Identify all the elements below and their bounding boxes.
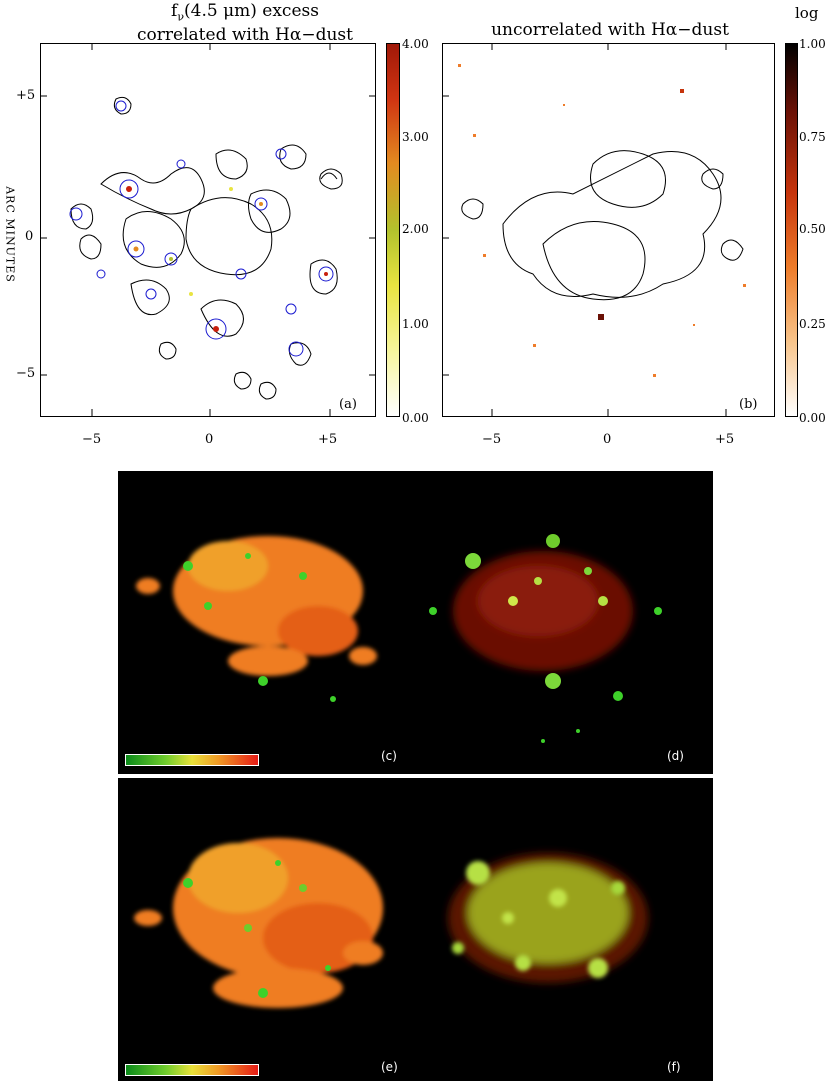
panel-a-title-sub: ν	[177, 10, 184, 24]
label-f: (f)	[667, 1060, 681, 1074]
panel-a-ytick-2: 0	[25, 229, 34, 244]
panel-b-xtick-1: −5	[482, 432, 502, 447]
panel-a-title-line2: correlated with Hα−dust	[137, 25, 353, 46]
panel-a-cb-tick-4: 1.00	[402, 317, 429, 331]
panel-a-colorbar	[386, 43, 400, 417]
panel-b-cb-tick-3: 0.50	[799, 222, 826, 236]
panel-b-title: uncorrelated with Hα−dust	[491, 20, 729, 40]
panel-b-colorbar	[785, 43, 798, 417]
panel-a-xtick-3: +5	[318, 432, 338, 447]
panel-b-xtick-2: 0	[603, 432, 612, 447]
panel-a-ytick-3: −5	[16, 366, 36, 381]
panel-b-cb-tick-4: 0.25	[799, 317, 826, 331]
label-e: (e)	[381, 1060, 398, 1074]
mosaic-bottom: (e) (f)	[118, 778, 713, 1081]
panel-a-ytick-1: +5	[16, 88, 36, 103]
panel-a-xtick-1: −5	[82, 432, 102, 447]
panel-b-plot: (b)	[442, 43, 775, 417]
y-axis-label: ARC MINUTES	[3, 186, 17, 283]
panel-b-cb-tick-2: 0.75	[799, 130, 826, 144]
panel-b-contours: (b)	[443, 44, 757, 416]
panel-a-contours: (a)	[41, 44, 375, 416]
panel-a-title-f: f	[171, 1, 178, 21]
panel-a-cb-tick-3: 2.00	[402, 222, 429, 236]
colorbar-b-title: log	[795, 4, 819, 22]
panel-a-title: fν(4.5 μm) excess correlated with Hα−dus…	[115, 2, 375, 45]
mosaic-top: (c) (d)	[118, 471, 713, 774]
panel-b-xtick-3: +5	[715, 432, 735, 447]
panel-b-cb-tick-5: 0.00	[799, 411, 826, 425]
panel-a-xtick-2: 0	[205, 432, 214, 447]
panel-a-label: (a)	[339, 397, 357, 412]
panel-a-cb-tick-1: 4.00	[402, 37, 429, 51]
panel-b-label: (b)	[739, 397, 757, 412]
panel-a-title-rest: (4.5 μm) excess	[184, 1, 319, 21]
panel-a-cb-tick-2: 3.00	[402, 130, 429, 144]
panel-a-plot: (a)	[40, 43, 376, 417]
label-c: (c)	[381, 749, 397, 763]
panel-b-cb-tick-1: 1.00	[799, 37, 826, 51]
panel-a-cb-tick-5: 0.00	[402, 411, 429, 425]
mosaic-bottom-image	[134, 838, 648, 1008]
mosaic-top-image	[136, 534, 662, 743]
mosaic-bottom-colorbar	[125, 1064, 259, 1076]
mosaic-top-colorbar	[125, 754, 259, 766]
label-d: (d)	[667, 749, 684, 763]
